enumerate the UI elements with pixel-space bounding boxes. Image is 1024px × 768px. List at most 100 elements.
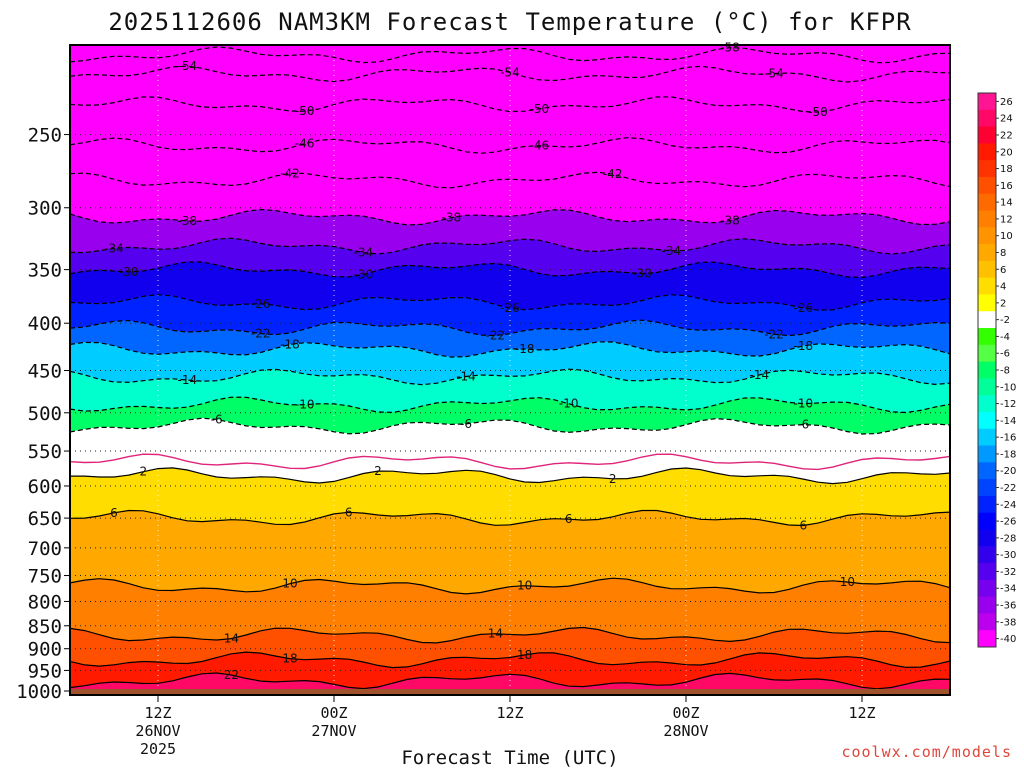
- isotherm-label: -42: [280, 166, 300, 180]
- isotherm-label: -14: [456, 369, 476, 383]
- y-tick-label: 300: [28, 198, 62, 220]
- isotherm-label: -18: [515, 342, 535, 356]
- isotherm-label: -50: [530, 102, 550, 116]
- isotherm-line: [70, 577, 950, 595]
- colorbar-swatch: [978, 193, 996, 212]
- colorbar-swatch: [978, 294, 996, 312]
- colorbar-label: 8: [1000, 248, 1006, 259]
- y-tick-label: 550: [28, 441, 62, 463]
- y-tick-label: 650: [28, 508, 62, 530]
- y-tick-label: 900: [28, 639, 62, 661]
- credit-text[interactable]: coolwx.com/models: [841, 743, 1012, 761]
- isotherm-label: 6: [345, 505, 353, 519]
- isotherm-label: 10: [840, 575, 855, 589]
- y-tick-label: 750: [28, 566, 62, 588]
- colorbar-label: -10: [1000, 382, 1016, 393]
- colorbar-swatch: [978, 512, 996, 530]
- colorbar-label: -28: [1000, 533, 1016, 544]
- x-axis-title: Forecast Time (UTC): [401, 747, 618, 768]
- x-tick-label: 2025: [140, 740, 176, 758]
- isotherm-line: [70, 208, 950, 226]
- isotherm-line: [70, 261, 950, 279]
- isotherm-label: -50: [295, 104, 315, 118]
- isotherm-label: -22: [486, 329, 506, 343]
- colorbar-swatch: [978, 378, 996, 396]
- x-tick-label: 12Z: [144, 704, 171, 722]
- isotherm-line: [70, 65, 950, 83]
- isotherm-label: -54: [500, 65, 520, 79]
- colorbar-label: 4: [1000, 282, 1006, 293]
- isotherm-label: -34: [354, 246, 374, 260]
- colorbar-label: 2: [1000, 298, 1006, 309]
- isotherm-label: -26: [251, 297, 271, 311]
- colorbar-swatch: [978, 361, 996, 379]
- isotherm-label: -26: [794, 301, 814, 315]
- y-tick-label: 1000: [16, 681, 62, 703]
- isotherm-label: -38: [178, 214, 198, 228]
- colorbar-label: -2: [1000, 315, 1010, 326]
- isotherm-line: [70, 417, 950, 435]
- x-tick-label: 12Z: [496, 704, 523, 722]
- isotherm-label: -30: [354, 267, 374, 281]
- isotherm-label: -14: [750, 368, 770, 382]
- x-tick-label: 26NOV: [135, 722, 180, 740]
- colorbar-swatch: [978, 495, 996, 514]
- colorbar-label: -4: [1000, 332, 1010, 343]
- colorbar-label: -6: [1000, 349, 1010, 360]
- colorbar-swatch: [978, 210, 996, 228]
- colorbar-label: -20: [1000, 466, 1016, 477]
- colorbar-label: -14: [1000, 416, 1016, 427]
- colorbar-swatch: [978, 428, 996, 447]
- x-tick-label: 00Z: [672, 704, 699, 722]
- isotherm-label: 18: [517, 648, 532, 662]
- colorbar-swatch: [978, 395, 996, 413]
- isotherm-label: 2: [374, 464, 382, 478]
- colorbar-label: -12: [1000, 399, 1016, 410]
- isotherm-label: -30: [119, 265, 139, 279]
- freezing-line: [70, 453, 950, 471]
- isotherm-label: -50: [808, 105, 828, 119]
- colorbar-swatch: [978, 244, 996, 262]
- y-tick-label: 450: [28, 360, 62, 382]
- isotherm-label: -6: [211, 412, 223, 426]
- isotherm-label: -54: [178, 59, 198, 73]
- isotherm-label: -38: [720, 214, 740, 228]
- isotherm-label: -14: [178, 373, 198, 387]
- colorbar-swatch: [978, 596, 996, 614]
- isotherm-line: [70, 509, 950, 527]
- isotherm-labels: -54 -54 -54 -58 -50 -50 -50 -46 -46 -42 -42 -38 -38 -…: [104, 41, 855, 682]
- colorbar-label: -8: [1000, 366, 1010, 377]
- x-tick-label: 27NOV: [311, 722, 356, 740]
- isotherm-label: -30: [632, 267, 652, 281]
- y-axis: 2503003504004505005506006507007508008509…: [16, 125, 70, 703]
- colorbar-swatch: [978, 546, 996, 564]
- colorbar-swatch: [978, 277, 996, 295]
- colorbar-label: 18: [1000, 164, 1013, 175]
- isotherm-line: [70, 171, 950, 189]
- isotherm-label: -10: [295, 398, 315, 412]
- colorbar-swatch: [978, 563, 996, 581]
- colorbar-label: 24: [1000, 114, 1013, 125]
- isotherm-label: -18: [280, 337, 300, 351]
- isotherm-label: -46: [530, 139, 550, 153]
- isotherm-label: 6: [800, 518, 808, 532]
- colorbar-label: -36: [1000, 601, 1016, 612]
- y-tick-label: 800: [28, 591, 62, 613]
- colorbar-label: 12: [1000, 214, 1013, 225]
- isotherm-label: -34: [662, 244, 682, 258]
- chart-title: 2025112606 NAM3KM Forecast Temperature (…: [108, 8, 911, 36]
- isotherm-label: -42: [603, 167, 623, 181]
- isotherm-line: [70, 368, 950, 386]
- y-tick-label: 700: [28, 538, 62, 560]
- isotherm-line: [70, 672, 950, 690]
- y-tick-label: 950: [28, 660, 62, 682]
- x-tick-label: 28NOV: [663, 722, 708, 740]
- colorbar-swatch: [978, 109, 996, 128]
- colorbar-label: -22: [1000, 483, 1016, 494]
- x-tick-label: 00Z: [320, 704, 347, 722]
- colorbar-label: 14: [1000, 198, 1013, 209]
- colorbar-swatch: [978, 126, 996, 144]
- colorbar-swatch: [978, 93, 996, 111]
- x-tick-label: 12Z: [848, 704, 875, 722]
